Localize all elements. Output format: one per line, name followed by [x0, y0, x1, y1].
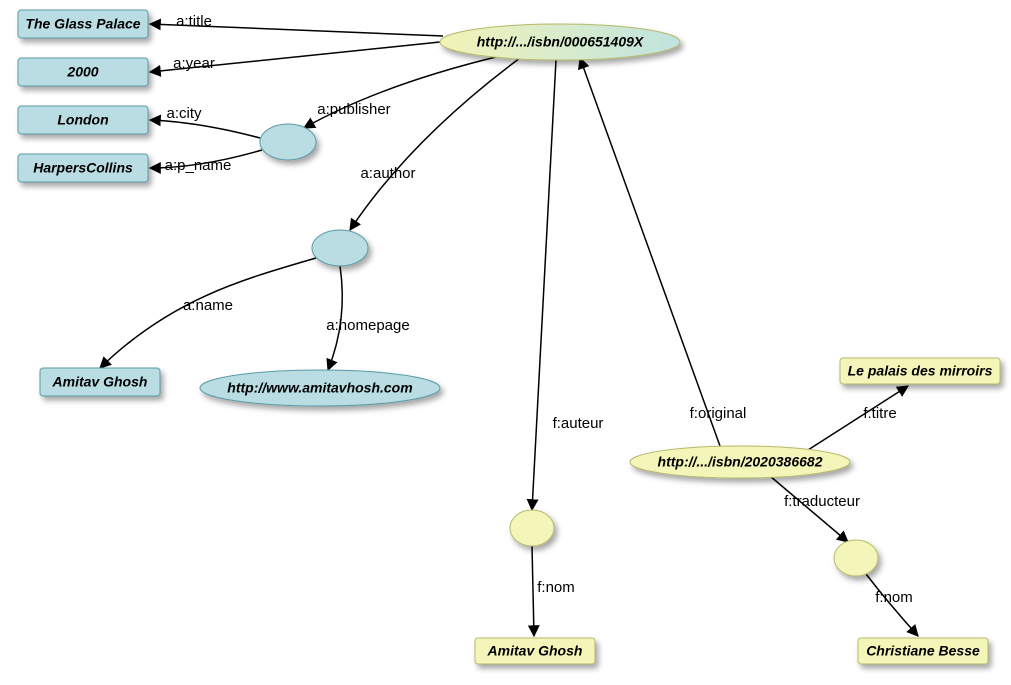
edge-label-a-name: a:name — [183, 297, 233, 314]
node-label-auteur_name: Amitav Ghosh — [487, 643, 583, 659]
edge-label-f-traducteur: f:traducteur — [784, 493, 860, 510]
node-label-homepage: http://www.amitavhosh.com — [227, 380, 412, 396]
edge-label-f-nom: f:nom — [875, 589, 913, 606]
edge-label-a-p_name: a:p_name — [165, 157, 232, 174]
edge-label-f-auteur: f:auteur — [553, 415, 604, 432]
node-label-isbn1: http://.../isbn/000651409X — [477, 34, 645, 50]
node-auteur_blank — [510, 510, 554, 546]
edge-label-a-year: a:year — [173, 55, 215, 72]
node-label-trad_name: Christiane Besse — [866, 643, 980, 659]
node-label-title: The Glass Palace — [25, 16, 140, 32]
edge-a-city — [150, 120, 260, 138]
node-author_blank — [312, 230, 368, 266]
node-trad_blank — [834, 540, 878, 576]
node-label-titre: Le palais des mirroirs — [848, 363, 993, 379]
edge-f-nom — [532, 546, 534, 636]
node-label-year: 2000 — [66, 64, 98, 80]
edge-label-a-homepage: a:homepage — [326, 317, 409, 334]
node-label-pname: HarpersCollins — [33, 160, 133, 176]
node-label-author_name: Amitav Ghosh — [52, 374, 148, 390]
edge-label-a-author: a:author — [360, 165, 415, 182]
edge-label-a-title: a:title — [176, 13, 212, 30]
edge-label-f-original: f:original — [690, 405, 747, 422]
node-label-isbn2: http://.../isbn/2020386682 — [658, 454, 823, 470]
edge-label-a-publisher: a:publisher — [317, 101, 390, 118]
edge-label-f-titre: f:titre — [863, 405, 896, 422]
node-publisher_blank — [260, 124, 316, 160]
rdf-graph-diagram: a:title a:year a:publisher a:city a:p_name a:… — [0, 0, 1011, 685]
edge-f-original — [580, 58, 720, 446]
edge-label-f-nom: f:nom — [537, 579, 575, 596]
node-label-city: London — [57, 112, 108, 128]
edge-label-a-city: a:city — [166, 105, 202, 122]
edge-f-auteur — [532, 60, 556, 510]
edge-a-author — [350, 58, 520, 230]
